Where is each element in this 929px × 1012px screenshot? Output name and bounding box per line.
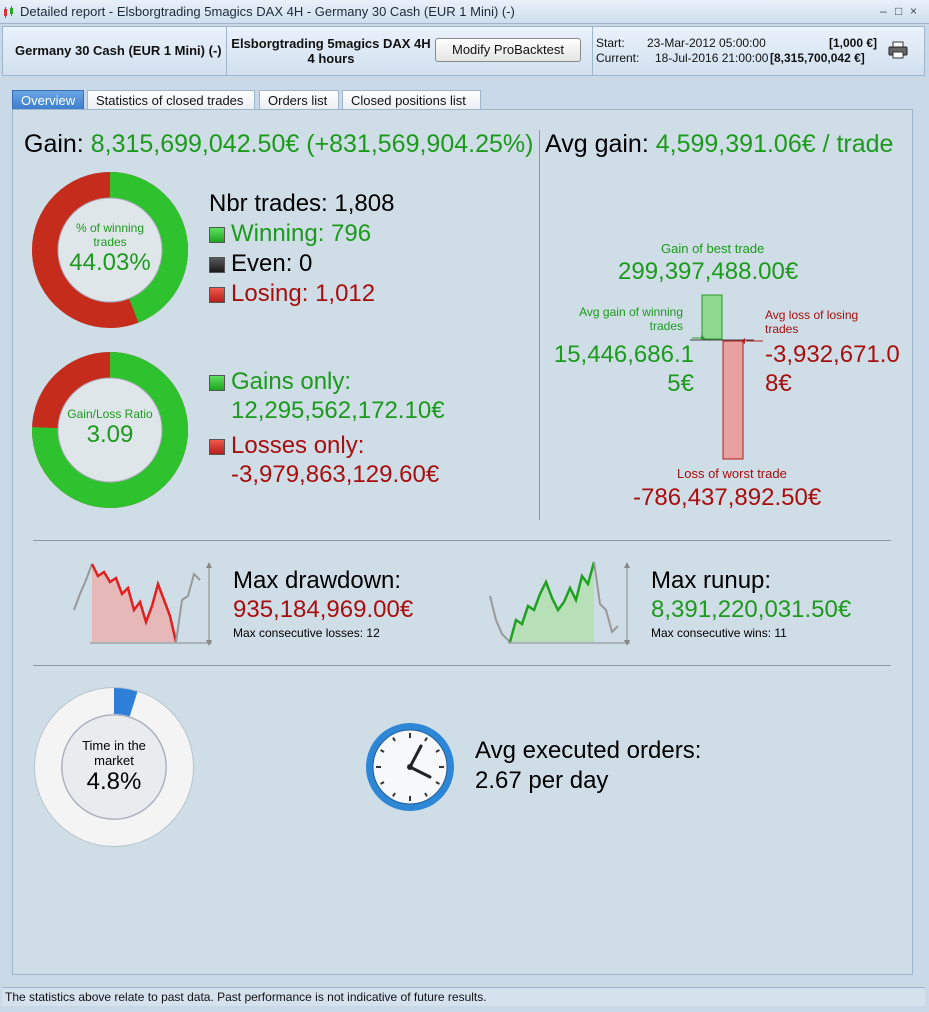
tab-orders-list[interactable]: Orders list: [259, 90, 339, 110]
avg-win-label: Avg gain of winning trades: [579, 305, 683, 333]
losing-value: 1,012: [315, 280, 376, 307]
avg-gain-label: Avg gain:: [545, 130, 649, 158]
header-divider: [226, 27, 227, 75]
ratio-ring-value: 3.09: [86, 421, 134, 448]
winning-ring-value: 44.03%: [69, 249, 151, 276]
start-label: Start:: [596, 36, 625, 50]
start-date: 23-Mar-2012 05:00:00: [647, 36, 766, 50]
instrument-name: Germany 30 Cash (EUR 1 Mini) (-): [15, 43, 222, 58]
even-label: Even:: [231, 250, 293, 277]
tab-closed-positions[interactable]: Closed positions list: [342, 90, 481, 110]
losses-only-value: -3,979,863,129.60€: [231, 461, 440, 488]
gain-loss-ratio-ring: [32, 352, 188, 508]
nbr-trades-value: 1,808: [334, 190, 395, 217]
nbr-trades: Nbr trades: 1,808: [209, 190, 394, 218]
ratio-ring-text: Gain/Loss Ratio 3.09: [60, 407, 160, 449]
red-square-icon: [209, 438, 225, 455]
ratio-ring-label: Gain/Loss Ratio: [67, 407, 153, 421]
max-consecutive-wins: Max consecutive wins: 11: [651, 626, 787, 640]
start-value: [1,000 €]: [829, 36, 878, 50]
gains-only: Gains only:: [209, 368, 351, 396]
winning-stat: Winning: 796: [209, 220, 371, 248]
current-label: Current:: [596, 51, 640, 65]
minimize-icon[interactable]: –: [880, 4, 887, 18]
winning-ring: [32, 172, 188, 328]
even-stat: Even: 0: [209, 250, 312, 278]
modify-probacktest-button[interactable]: Modify ProBacktest: [435, 38, 581, 62]
max-runup-label: Max runup:: [651, 567, 772, 594]
printer-icon[interactable]: [888, 41, 908, 59]
section-divider: [539, 130, 540, 520]
time-ring-label: Time in the market: [82, 738, 146, 768]
drawdown-sparkline: [73, 562, 212, 646]
losing-label: Losing:: [231, 280, 309, 307]
max-drawdown-label: Max drawdown:: [233, 567, 402, 594]
horizontal-divider: [33, 540, 891, 541]
current-date: 18-Jul-2016 21:00:00: [655, 51, 769, 65]
trade-range-graphic: [690, 294, 763, 460]
max-drawdown-value: 935,184,969.00€: [233, 596, 414, 623]
green-square-icon: [209, 226, 225, 243]
window-title: Detailed report - Elsborgtrading 5magics…: [20, 4, 515, 19]
time-in-market-ring: [34, 687, 194, 847]
horizontal-divider: [33, 665, 891, 666]
candlestick-icon: [4, 6, 13, 18]
gains-only-value: 12,295,562,172.10€: [231, 397, 445, 424]
system-info: Elsborgtrading 5magics DAX 4H 4 hours: [229, 36, 433, 66]
avg-orders-label: Avg executed orders:: [475, 737, 702, 764]
disclaimer-footer: The statistics above relate to past data…: [2, 987, 925, 1006]
winning-ring-text: % of winning trades 44.03%: [60, 221, 160, 277]
title-bar: Detailed report - Elsborgtrading 5magics…: [0, 0, 929, 24]
avg-win-value: 15,446,686.15€: [553, 341, 694, 397]
worst-trade-value: -786,437,892.50€: [633, 484, 822, 511]
runup-sparkline: [489, 561, 630, 646]
current-value: [8,315,700,042 €]: [770, 51, 865, 65]
max-consecutive-losses: Max consecutive losses: 12: [233, 626, 380, 640]
tab-overview[interactable]: Overview: [12, 90, 84, 110]
winning-label: Winning:: [231, 220, 325, 247]
gain-label: Gain:: [24, 130, 84, 158]
gain-headline: Gain: 8,315,699,042.50€ (+831,569,904.25…: [24, 130, 533, 159]
avg-loss-label: Avg loss of losing trades: [765, 308, 859, 336]
avg-loss-value: -3,932,671.08€: [765, 341, 900, 397]
system-name: Elsborgtrading 5magics DAX 4H: [231, 36, 431, 51]
avg-orders-value: 2.67 per day: [475, 767, 609, 794]
worst-trade-label: Loss of worst trade: [677, 466, 787, 481]
losses-only-label: Losses only:: [231, 432, 365, 459]
time-ring-text: Time in the market 4.8%: [64, 738, 164, 796]
max-runup-value: 8,391,220,031.50€: [651, 596, 852, 623]
time-ring-value: 4.8%: [86, 768, 142, 795]
winning-value: 796: [331, 220, 372, 247]
avg-gain-headline: Avg gain: 4,599,391.06€ / trade: [545, 130, 893, 159]
timeframe: 4 hours: [307, 51, 355, 66]
red-square-icon: [209, 286, 225, 303]
gains-only-label: Gains only:: [231, 368, 352, 395]
gain-value: 8,315,699,042.50€ (+831,569,904.25%): [90, 130, 534, 158]
header-divider: [592, 27, 593, 75]
winning-ring-label: % of winning trades: [75, 221, 145, 249]
losses-only: Losses only:: [209, 432, 364, 460]
green-square-icon: [209, 374, 225, 391]
black-square-icon: [209, 256, 225, 273]
tab-statistics-closed-trades[interactable]: Statistics of closed trades: [87, 90, 255, 110]
nbr-trades-label: Nbr trades:: [209, 190, 328, 217]
best-trade-label: Gain of best trade: [661, 241, 765, 256]
losing-stat: Losing: 1,012: [209, 280, 375, 308]
close-icon[interactable]: ×: [910, 4, 918, 18]
best-trade-value: 299,397,488.00€: [618, 258, 799, 285]
disclaimer-text: The statistics above relate to past data…: [5, 990, 487, 1004]
clock-icon: [366, 723, 454, 811]
report-header: Germany 30 Cash (EUR 1 Mini) (-) Elsborg…: [2, 26, 925, 76]
avg-gain-value: 4,599,391.06€ / trade: [655, 130, 894, 158]
maximize-icon[interactable]: □: [895, 4, 903, 18]
even-value: 0: [299, 250, 313, 277]
